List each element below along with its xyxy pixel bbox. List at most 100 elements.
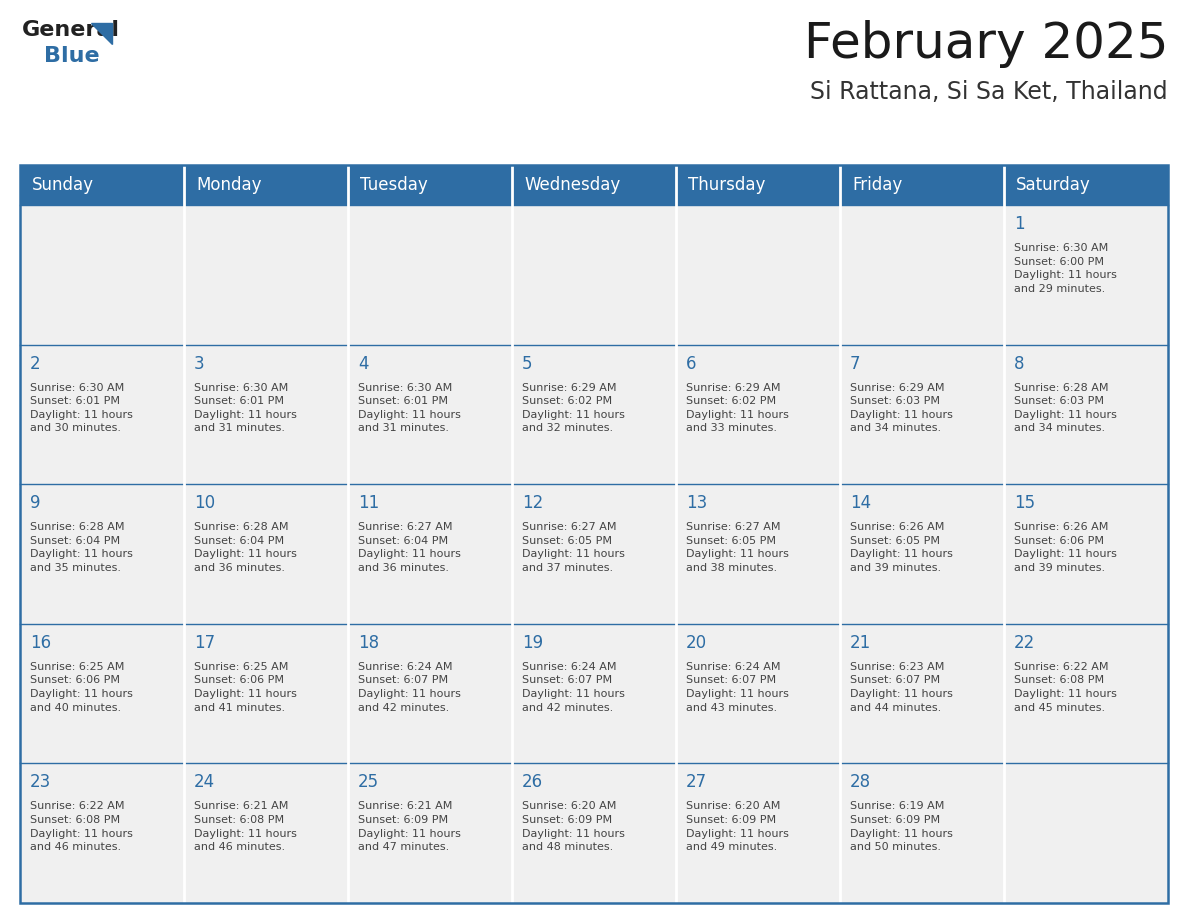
- Bar: [512, 484, 676, 624]
- Bar: [512, 624, 676, 764]
- Text: February 2025: February 2025: [803, 20, 1168, 68]
- Text: Sunrise: 6:30 AM
Sunset: 6:01 PM
Daylight: 11 hours
and 30 minutes.: Sunrise: 6:30 AM Sunset: 6:01 PM Dayligh…: [30, 383, 133, 433]
- Text: Sunrise: 6:19 AM
Sunset: 6:09 PM
Daylight: 11 hours
and 50 minutes.: Sunrise: 6:19 AM Sunset: 6:09 PM Dayligh…: [849, 801, 953, 852]
- Bar: [20, 764, 184, 903]
- Bar: [348, 624, 512, 764]
- Bar: [676, 205, 840, 344]
- Bar: [840, 484, 1004, 624]
- Bar: [840, 205, 1004, 344]
- Bar: [20, 624, 184, 764]
- Text: 5: 5: [522, 354, 532, 373]
- Text: Sunrise: 6:22 AM
Sunset: 6:08 PM
Daylight: 11 hours
and 45 minutes.: Sunrise: 6:22 AM Sunset: 6:08 PM Dayligh…: [1015, 662, 1117, 712]
- Text: Sunrise: 6:28 AM
Sunset: 6:04 PM
Daylight: 11 hours
and 36 minutes.: Sunrise: 6:28 AM Sunset: 6:04 PM Dayligh…: [194, 522, 297, 573]
- Bar: [348, 484, 512, 624]
- Text: 27: 27: [685, 773, 707, 791]
- Bar: [20, 344, 184, 484]
- Text: Sunrise: 6:29 AM
Sunset: 6:03 PM
Daylight: 11 hours
and 34 minutes.: Sunrise: 6:29 AM Sunset: 6:03 PM Dayligh…: [849, 383, 953, 433]
- Text: 6: 6: [685, 354, 696, 373]
- Bar: [184, 764, 348, 903]
- Text: 17: 17: [194, 633, 215, 652]
- Text: Sunrise: 6:29 AM
Sunset: 6:02 PM
Daylight: 11 hours
and 33 minutes.: Sunrise: 6:29 AM Sunset: 6:02 PM Dayligh…: [685, 383, 789, 433]
- Text: Sunrise: 6:27 AM
Sunset: 6:05 PM
Daylight: 11 hours
and 37 minutes.: Sunrise: 6:27 AM Sunset: 6:05 PM Dayligh…: [522, 522, 625, 573]
- Bar: [512, 205, 676, 344]
- Bar: [1004, 205, 1168, 344]
- Polygon shape: [91, 23, 112, 44]
- Text: Sunrise: 6:24 AM
Sunset: 6:07 PM
Daylight: 11 hours
and 42 minutes.: Sunrise: 6:24 AM Sunset: 6:07 PM Dayligh…: [522, 662, 625, 712]
- Bar: [184, 484, 348, 624]
- Bar: [20, 205, 184, 344]
- Bar: [348, 205, 512, 344]
- Bar: [840, 624, 1004, 764]
- Text: Thursday: Thursday: [688, 176, 765, 194]
- Text: Sunrise: 6:25 AM
Sunset: 6:06 PM
Daylight: 11 hours
and 41 minutes.: Sunrise: 6:25 AM Sunset: 6:06 PM Dayligh…: [194, 662, 297, 712]
- Text: 1: 1: [1015, 215, 1024, 233]
- Text: 19: 19: [522, 633, 543, 652]
- Bar: [20, 165, 1168, 205]
- Bar: [348, 764, 512, 903]
- Bar: [676, 344, 840, 484]
- Text: Sunrise: 6:28 AM
Sunset: 6:04 PM
Daylight: 11 hours
and 35 minutes.: Sunrise: 6:28 AM Sunset: 6:04 PM Dayligh…: [30, 522, 133, 573]
- Bar: [840, 344, 1004, 484]
- Text: Sunday: Sunday: [32, 176, 94, 194]
- Text: 9: 9: [30, 494, 40, 512]
- Text: Sunrise: 6:21 AM
Sunset: 6:08 PM
Daylight: 11 hours
and 46 minutes.: Sunrise: 6:21 AM Sunset: 6:08 PM Dayligh…: [194, 801, 297, 852]
- Bar: [348, 344, 512, 484]
- Bar: [20, 484, 184, 624]
- Text: Sunrise: 6:21 AM
Sunset: 6:09 PM
Daylight: 11 hours
and 47 minutes.: Sunrise: 6:21 AM Sunset: 6:09 PM Dayligh…: [358, 801, 461, 852]
- Text: 21: 21: [849, 633, 871, 652]
- Text: 26: 26: [522, 773, 543, 791]
- Text: 13: 13: [685, 494, 707, 512]
- Text: 22: 22: [1015, 633, 1035, 652]
- Text: Wednesday: Wednesday: [524, 176, 620, 194]
- Text: General: General: [23, 20, 120, 40]
- Text: Sunrise: 6:25 AM
Sunset: 6:06 PM
Daylight: 11 hours
and 40 minutes.: Sunrise: 6:25 AM Sunset: 6:06 PM Dayligh…: [30, 662, 133, 712]
- Text: Monday: Monday: [196, 176, 261, 194]
- Text: 25: 25: [358, 773, 379, 791]
- Text: Friday: Friday: [852, 176, 902, 194]
- Text: Sunrise: 6:22 AM
Sunset: 6:08 PM
Daylight: 11 hours
and 46 minutes.: Sunrise: 6:22 AM Sunset: 6:08 PM Dayligh…: [30, 801, 133, 852]
- Text: Si Rattana, Si Sa Ket, Thailand: Si Rattana, Si Sa Ket, Thailand: [810, 80, 1168, 104]
- Bar: [676, 484, 840, 624]
- Text: 8: 8: [1015, 354, 1024, 373]
- Bar: [1004, 764, 1168, 903]
- Text: 11: 11: [358, 494, 379, 512]
- Text: Sunrise: 6:26 AM
Sunset: 6:05 PM
Daylight: 11 hours
and 39 minutes.: Sunrise: 6:26 AM Sunset: 6:05 PM Dayligh…: [849, 522, 953, 573]
- Text: Tuesday: Tuesday: [360, 176, 428, 194]
- Text: 20: 20: [685, 633, 707, 652]
- Text: 7: 7: [849, 354, 860, 373]
- Text: Sunrise: 6:28 AM
Sunset: 6:03 PM
Daylight: 11 hours
and 34 minutes.: Sunrise: 6:28 AM Sunset: 6:03 PM Dayligh…: [1015, 383, 1117, 433]
- Text: 28: 28: [849, 773, 871, 791]
- Bar: [512, 764, 676, 903]
- Text: Sunrise: 6:20 AM
Sunset: 6:09 PM
Daylight: 11 hours
and 49 minutes.: Sunrise: 6:20 AM Sunset: 6:09 PM Dayligh…: [685, 801, 789, 852]
- Bar: [676, 624, 840, 764]
- Text: Sunrise: 6:26 AM
Sunset: 6:06 PM
Daylight: 11 hours
and 39 minutes.: Sunrise: 6:26 AM Sunset: 6:06 PM Dayligh…: [1015, 522, 1117, 573]
- Bar: [1004, 344, 1168, 484]
- Text: 14: 14: [849, 494, 871, 512]
- Text: Sunrise: 6:29 AM
Sunset: 6:02 PM
Daylight: 11 hours
and 32 minutes.: Sunrise: 6:29 AM Sunset: 6:02 PM Dayligh…: [522, 383, 625, 433]
- Bar: [184, 344, 348, 484]
- Text: 12: 12: [522, 494, 543, 512]
- Text: Sunrise: 6:27 AM
Sunset: 6:05 PM
Daylight: 11 hours
and 38 minutes.: Sunrise: 6:27 AM Sunset: 6:05 PM Dayligh…: [685, 522, 789, 573]
- Text: 23: 23: [30, 773, 51, 791]
- Text: Sunrise: 6:27 AM
Sunset: 6:04 PM
Daylight: 11 hours
and 36 minutes.: Sunrise: 6:27 AM Sunset: 6:04 PM Dayligh…: [358, 522, 461, 573]
- Bar: [20, 165, 1168, 903]
- Bar: [184, 624, 348, 764]
- Text: 15: 15: [1015, 494, 1035, 512]
- Bar: [512, 344, 676, 484]
- Bar: [184, 205, 348, 344]
- Text: Sunrise: 6:30 AM
Sunset: 6:01 PM
Daylight: 11 hours
and 31 minutes.: Sunrise: 6:30 AM Sunset: 6:01 PM Dayligh…: [194, 383, 297, 433]
- Bar: [1004, 624, 1168, 764]
- Text: Saturday: Saturday: [1016, 176, 1091, 194]
- Text: Sunrise: 6:30 AM
Sunset: 6:01 PM
Daylight: 11 hours
and 31 minutes.: Sunrise: 6:30 AM Sunset: 6:01 PM Dayligh…: [358, 383, 461, 433]
- Text: Sunrise: 6:24 AM
Sunset: 6:07 PM
Daylight: 11 hours
and 43 minutes.: Sunrise: 6:24 AM Sunset: 6:07 PM Dayligh…: [685, 662, 789, 712]
- Bar: [840, 764, 1004, 903]
- Bar: [1004, 484, 1168, 624]
- Text: 3: 3: [194, 354, 204, 373]
- Text: 4: 4: [358, 354, 368, 373]
- Text: Sunrise: 6:24 AM
Sunset: 6:07 PM
Daylight: 11 hours
and 42 minutes.: Sunrise: 6:24 AM Sunset: 6:07 PM Dayligh…: [358, 662, 461, 712]
- Text: Sunrise: 6:30 AM
Sunset: 6:00 PM
Daylight: 11 hours
and 29 minutes.: Sunrise: 6:30 AM Sunset: 6:00 PM Dayligh…: [1015, 243, 1117, 294]
- Text: Sunrise: 6:23 AM
Sunset: 6:07 PM
Daylight: 11 hours
and 44 minutes.: Sunrise: 6:23 AM Sunset: 6:07 PM Dayligh…: [849, 662, 953, 712]
- Bar: [676, 764, 840, 903]
- Text: 16: 16: [30, 633, 51, 652]
- Text: 18: 18: [358, 633, 379, 652]
